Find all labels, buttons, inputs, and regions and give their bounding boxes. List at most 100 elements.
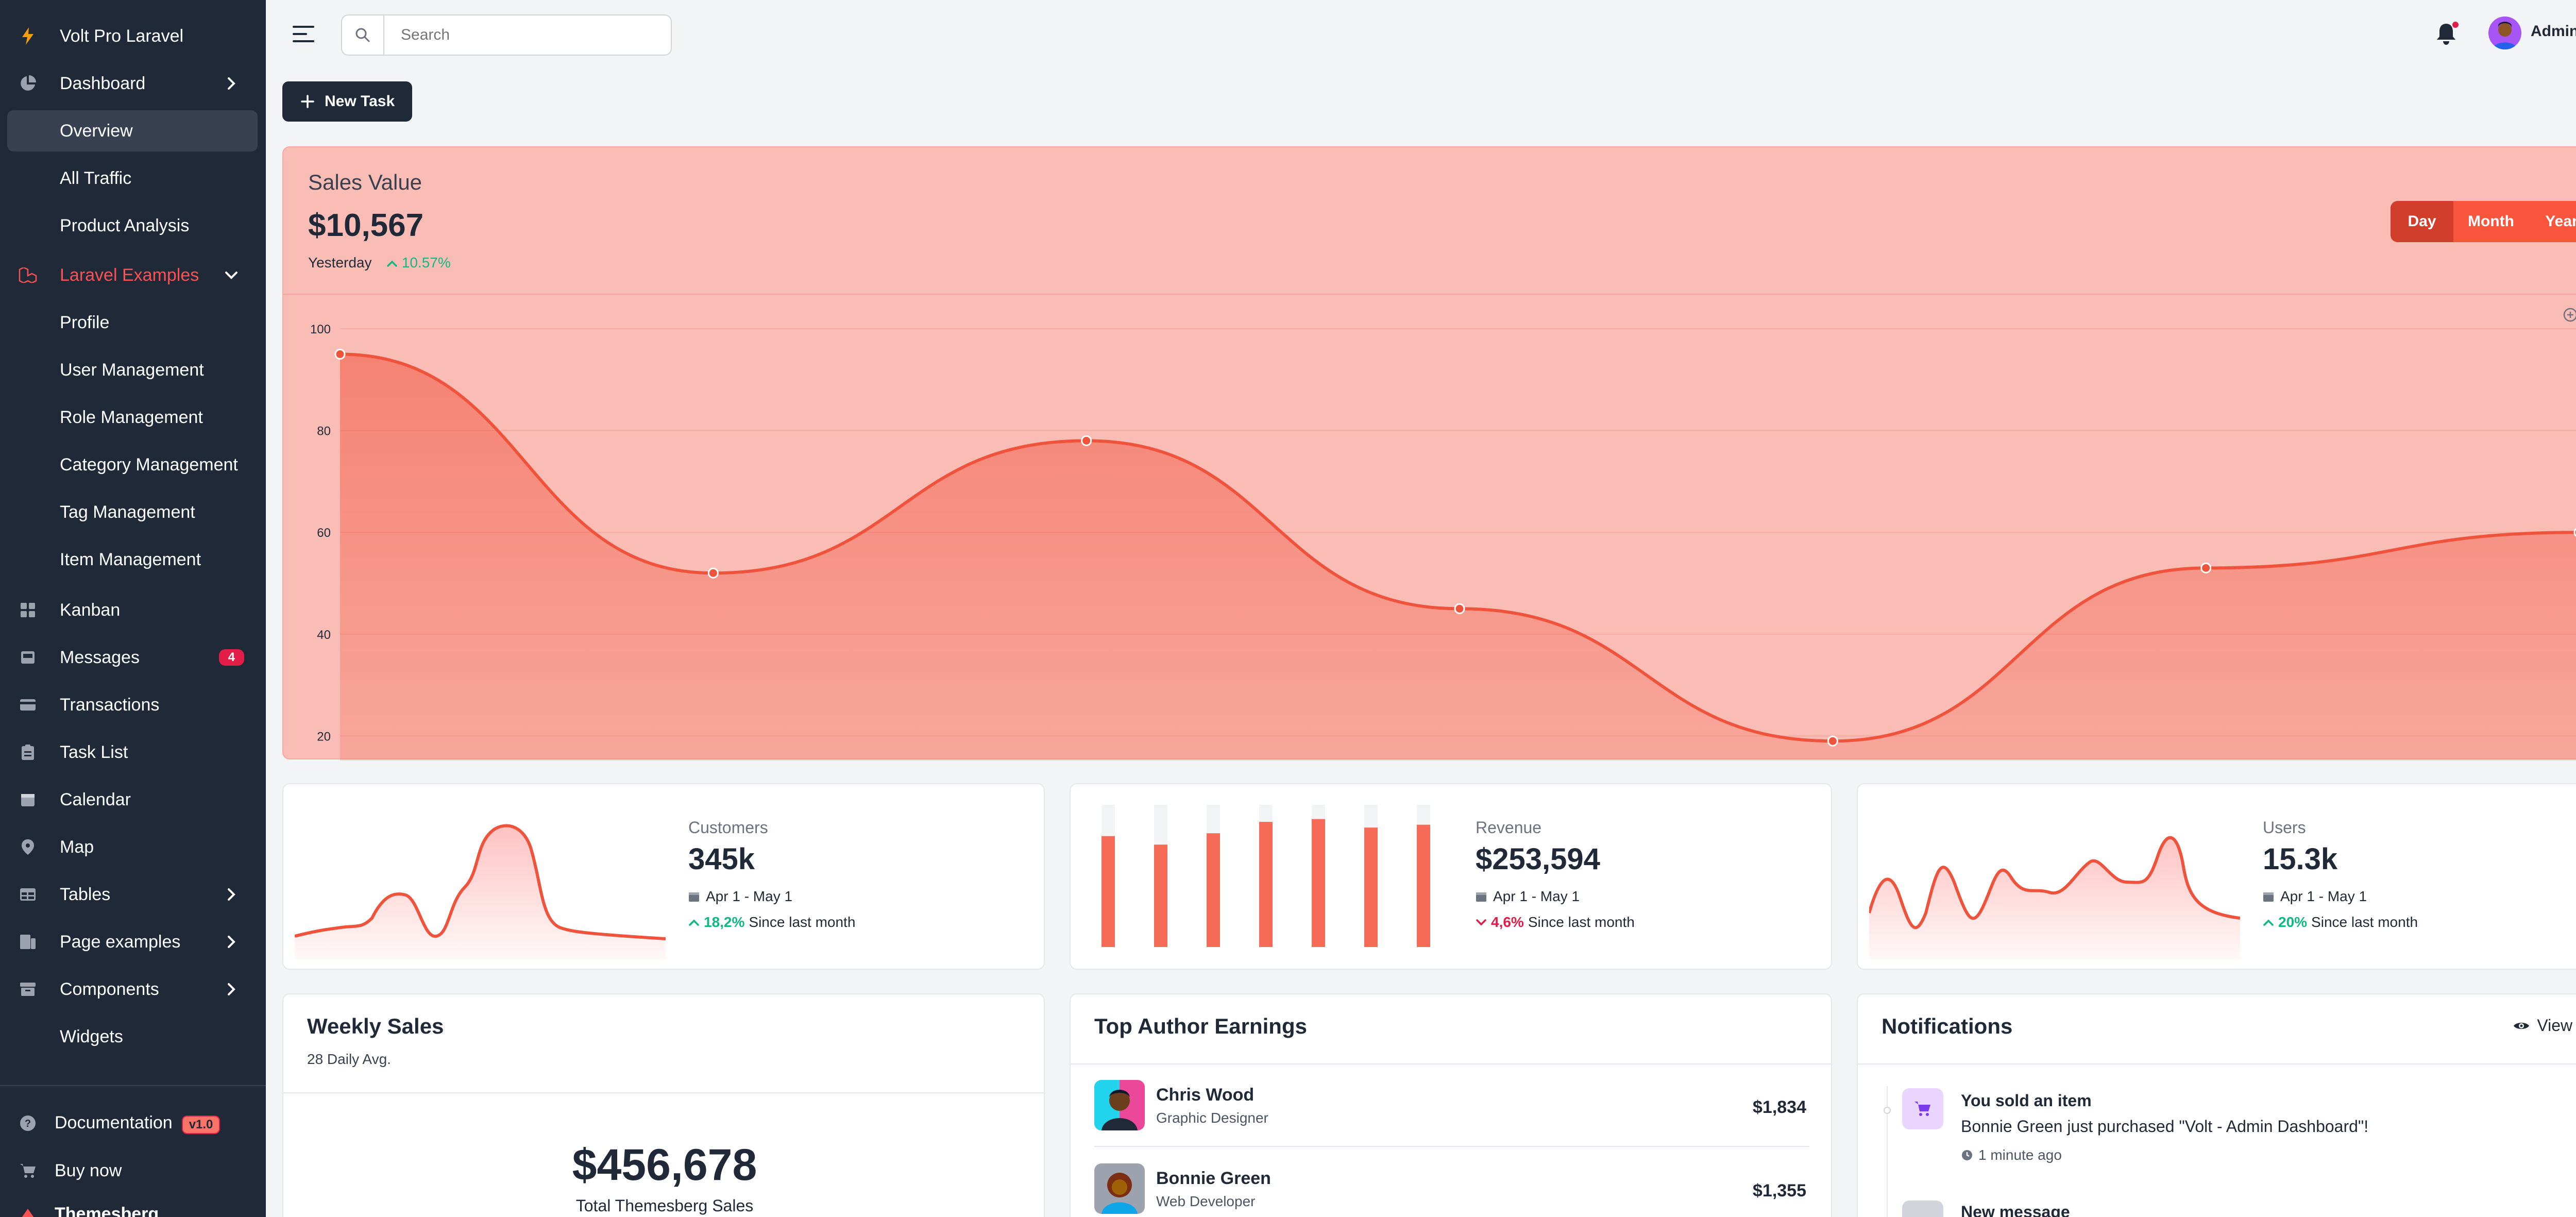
stat-change-since: Since last month: [749, 914, 856, 930]
sales-value-card: Sales Value $10,567 Yesterday 10.57% Day…: [282, 146, 2576, 760]
sidebar-item-category-management[interactable]: Category Management: [0, 444, 266, 485]
sidebar-item-widgets[interactable]: Widgets: [0, 1016, 266, 1057]
avatar[interactable]: [2488, 16, 2521, 49]
sidebar-item-calendar[interactable]: Calendar: [0, 779, 266, 820]
sidebar-divider: [0, 1085, 266, 1086]
arrow-down-icon: [1476, 919, 1486, 926]
sidebar-item-page-examples[interactable]: Page examples: [0, 921, 266, 962]
user-name[interactable]: Admin User: [2531, 23, 2576, 40]
sidebar-item-themesberg[interactable]: Themesberg: [0, 1193, 266, 1217]
sidebar-item-label: Category Management: [60, 454, 238, 475]
weekly-avg: 28 Daily Avg.: [307, 1051, 391, 1067]
period-toggle: Day Month Year: [2391, 201, 2576, 242]
stat-change-value: 4,6%: [1491, 914, 1524, 930]
view-all-link[interactable]: View all: [2513, 1016, 2576, 1035]
data-point: [1454, 603, 1465, 614]
panel-divider: [283, 1092, 1044, 1093]
sidebar-item-buy-now[interactable]: Buy now: [0, 1150, 266, 1191]
sales-divider: [283, 294, 2576, 295]
menu-toggle-icon[interactable]: [292, 24, 315, 44]
brand-link[interactable]: Volt Pro Laravel: [0, 15, 266, 57]
stat-date-text: Apr 1 - May 1: [706, 888, 793, 904]
sidebar-item-label: Documentation: [55, 1112, 173, 1133]
sales-change-value: 10.57%: [401, 255, 451, 271]
sidebar-item-laravel-examples[interactable]: Laravel Examples: [0, 255, 266, 296]
data-point: [1827, 735, 1838, 747]
arrow-up-icon: [2263, 919, 2274, 926]
bar: [1101, 836, 1115, 947]
search-input[interactable]: [384, 26, 671, 44]
sidebar-item-kanban[interactable]: Kanban: [0, 589, 266, 631]
users-sparkline: [1869, 836, 2240, 959]
data-point: [2573, 528, 2576, 537]
brand-name: Volt Pro Laravel: [60, 26, 184, 46]
pie-chart-icon: [19, 74, 37, 93]
weekly-total-label: Total Themesberg Sales: [575, 1196, 754, 1215]
sidebar-item-label: Messages: [60, 647, 140, 667]
author-row[interactable]: Bonnie Green Web Developer $1,355: [1071, 1160, 1830, 1217]
bar: [1417, 824, 1430, 947]
clipboard-icon: [19, 743, 37, 762]
notification-title: New message: [1961, 1203, 2070, 1217]
chevron-right-icon: [228, 77, 235, 90]
sidebar-item-all-traffic[interactable]: All Traffic: [0, 158, 266, 199]
avatar: [1094, 1163, 1145, 1214]
stat-change: 4,6% Since last month: [1476, 914, 1635, 931]
sidebar-item-transactions[interactable]: Transactions: [0, 684, 266, 725]
bar: [1207, 833, 1220, 947]
sidebar-item-label: Transactions: [60, 695, 160, 715]
sidebar-item-label: Task List: [60, 742, 128, 762]
y-tick-label: 80: [317, 425, 331, 438]
sidebar-item-task-list[interactable]: Task List: [0, 732, 266, 773]
sidebar-item-label: Kanban: [60, 600, 121, 620]
sidebar-item-product-analysis[interactable]: Product Analysis: [0, 205, 266, 246]
avatar: [1094, 1080, 1145, 1130]
sidebar-item-item-management[interactable]: Item Management: [0, 539, 266, 580]
lightning-icon: [19, 27, 37, 45]
cart-icon: [1914, 1102, 1930, 1116]
grid-icon: [19, 601, 37, 619]
sidebar-item-documentation[interactable]: ? Documentation v1.0: [0, 1103, 266, 1144]
stat-label: Revenue: [1476, 818, 1542, 837]
sidebar-item-tag-management[interactable]: Tag Management: [0, 492, 266, 533]
sidebar-item-dashboard[interactable]: Dashboard: [0, 63, 266, 104]
sidebar-item-label: Themesberg: [55, 1204, 159, 1217]
arrow-up-icon: [387, 260, 397, 267]
sidebar-item-overview[interactable]: Overview: [7, 110, 258, 151]
notification-icon: [1902, 1201, 1943, 1217]
sidebar-item-tables[interactable]: Tables: [0, 874, 266, 915]
stat-value: 345k: [688, 842, 755, 876]
y-tick-label: 20: [317, 730, 331, 743]
tab-day[interactable]: Day: [2391, 201, 2453, 242]
credit-card-icon: [19, 696, 37, 714]
calendar-icon: [19, 790, 37, 809]
y-tick-label: 40: [317, 628, 331, 642]
stat-value: 15.3k: [2263, 842, 2338, 876]
chevron-right-icon: [228, 888, 235, 901]
sidebar-item-components[interactable]: Components: [0, 969, 266, 1010]
tab-month[interactable]: Month: [2468, 213, 2514, 230]
stat-date: Apr 1 - May 1: [1476, 888, 1580, 905]
customers-sparkline: [295, 824, 666, 959]
timeline-dot: [1884, 1107, 1891, 1114]
tab-year[interactable]: Year: [2545, 213, 2576, 230]
sidebar-item-label: Components: [60, 979, 159, 999]
bell-icon[interactable]: [2435, 22, 2458, 45]
author-row[interactable]: Chris Wood Graphic Designer $1,834: [1071, 1077, 1830, 1154]
author-name: Chris Wood: [1156, 1085, 1255, 1105]
search-icon[interactable]: [342, 15, 384, 55]
data-point: [334, 348, 346, 360]
sidebar-item-messages[interactable]: Messages 4: [0, 637, 266, 678]
sidebar-item-role-management[interactable]: Role Management: [0, 397, 266, 438]
sidebar-item-map[interactable]: Map: [0, 826, 266, 868]
zoom-in-icon[interactable]: [2563, 307, 2576, 323]
data-point: [1081, 435, 1092, 446]
archive-icon: [19, 980, 37, 999]
new-task-button[interactable]: New Task: [282, 81, 412, 122]
svg-text:?: ?: [25, 1118, 31, 1129]
notification-icon: [1902, 1088, 1943, 1129]
stat-value: $253,594: [1476, 842, 1600, 876]
sales-change: 10.57%: [386, 255, 451, 271]
sidebar-item-user-management[interactable]: User Management: [0, 349, 266, 391]
sidebar-item-profile[interactable]: Profile: [0, 302, 266, 343]
